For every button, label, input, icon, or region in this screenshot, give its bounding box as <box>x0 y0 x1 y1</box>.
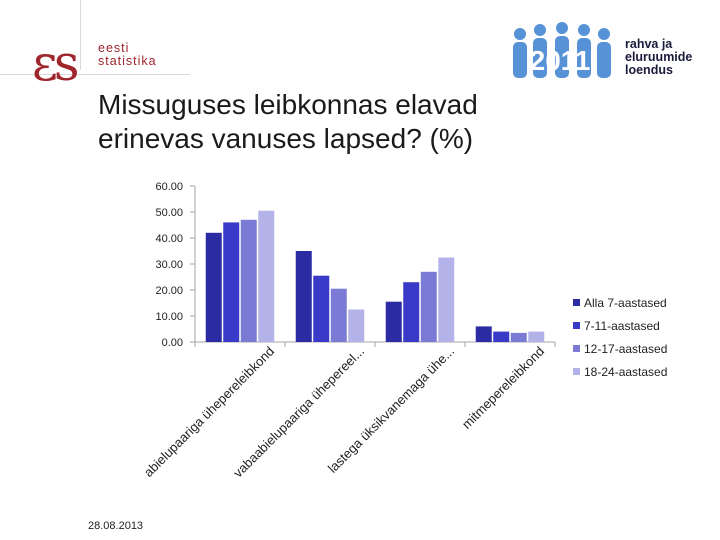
bar-3-2 <box>330 288 347 342</box>
census-logo-figure: 2011 <box>530 45 591 76</box>
statistics-logo-line1: eesti <box>98 41 130 55</box>
logo-divider-horizontal <box>0 74 190 75</box>
bar-3-4 <box>510 332 527 342</box>
bar-4-4 <box>528 331 545 342</box>
bar-1-2 <box>295 251 312 342</box>
bar-4-2 <box>348 309 365 342</box>
legend-label: 12-17-aastased <box>584 342 667 356</box>
y-tick-label: 30.00 <box>155 259 183 271</box>
legend-label: 7-11-aastased <box>584 319 660 333</box>
census-logo-icon: 2011 <box>513 22 611 78</box>
legend-swatch <box>573 322 580 329</box>
legend-label: Alla 7-aastased <box>584 296 667 310</box>
legend-swatch <box>573 345 580 352</box>
y-tick-label: 10.00 <box>155 311 183 323</box>
legend-label: 18-24-aastased <box>584 365 667 379</box>
y-tick-label: 0.00 <box>162 337 183 349</box>
bar-1-1 <box>205 232 222 342</box>
bar-1-3 <box>385 301 402 342</box>
footer-date: 28.08.2013 <box>88 520 144 532</box>
y-tick-label: 50.00 <box>155 207 183 219</box>
bar-1-4 <box>475 326 492 342</box>
bar-2-3 <box>403 282 420 342</box>
y-tick-label: 20.00 <box>155 285 183 297</box>
statistics-logo-line2: statistika <box>98 54 157 68</box>
census-logo-line2: eluruumide <box>625 50 693 64</box>
bar-4-3 <box>438 257 455 342</box>
y-tick-label: 60.00 <box>155 181 183 193</box>
page-title: Missuguses leibkonnas elavad erinevas va… <box>98 88 658 156</box>
category-label: mitmepereleibkond <box>459 344 547 432</box>
bar-3-3 <box>420 271 437 342</box>
y-tick-label: 40.00 <box>155 233 183 245</box>
bar-2-4 <box>493 331 510 342</box>
census-logo-line1: rahva ja <box>625 37 673 51</box>
bar-3-1 <box>240 219 257 342</box>
legend-swatch <box>573 368 580 375</box>
legend-swatch <box>573 299 580 306</box>
census-logo-line3: loendus <box>625 63 673 77</box>
bar-2-1 <box>223 222 240 342</box>
page-title-line2: erinevas vanuses lapsed? (%) <box>98 123 474 154</box>
logo-divider-vertical <box>80 0 81 70</box>
page-title-line1: Missuguses leibkonnas elavad <box>98 89 478 120</box>
bar-4-1 <box>258 210 275 342</box>
census-logo-text: rahva ja eluruumide loendus <box>625 38 692 77</box>
statistics-logo-mark: εs <box>32 34 80 92</box>
statistics-logo-text: eesti statistika <box>98 42 157 68</box>
bar-2-2 <box>313 275 330 342</box>
